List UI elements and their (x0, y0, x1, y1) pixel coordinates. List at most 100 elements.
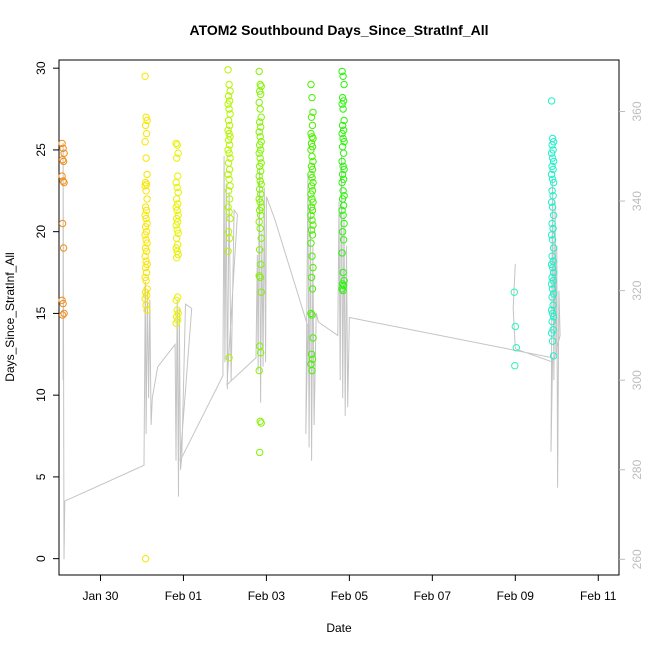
y-tick-label: 5 (34, 473, 48, 480)
data-point (142, 291, 151, 300)
data-point (225, 353, 233, 362)
data-point (309, 263, 317, 272)
data-point (257, 234, 265, 242)
data-point (308, 165, 317, 174)
data-point (309, 157, 317, 166)
data-point (256, 185, 264, 193)
data-point (141, 555, 150, 563)
data-point (59, 157, 68, 166)
x-axis-label: Date (326, 621, 352, 635)
data-point (308, 355, 317, 363)
data-point (256, 177, 264, 185)
data-point (256, 246, 264, 254)
data-point (172, 244, 180, 252)
data-point (173, 254, 181, 262)
data-point (225, 165, 234, 174)
data-point (309, 221, 317, 229)
data-point (59, 299, 67, 308)
y-tick-label: 20 (34, 225, 48, 239)
x-tick-label: Jan 30 (82, 589, 118, 603)
data-point (59, 177, 67, 185)
x-tick-label: Feb 01 (165, 589, 203, 603)
data-point (307, 129, 315, 138)
data-point (340, 116, 348, 125)
data-point (174, 149, 182, 157)
y2-tick-label: 320 (630, 280, 644, 300)
data-point (224, 92, 233, 100)
data-point (173, 141, 181, 149)
data-point (172, 296, 180, 304)
data-point (308, 252, 316, 260)
data-point (547, 170, 556, 179)
data-point (142, 268, 151, 277)
data-point (338, 206, 346, 215)
data-point (548, 154, 557, 162)
data-point (141, 231, 149, 239)
plot-frame (58, 59, 620, 576)
data-point (339, 175, 348, 184)
data-point (549, 301, 557, 309)
data-point (257, 349, 265, 357)
data-point (59, 144, 67, 153)
data-point (224, 126, 232, 135)
altitude-trace-line (62, 142, 561, 560)
data-point (141, 182, 149, 190)
data-point (340, 80, 348, 89)
data-point (308, 121, 317, 130)
data-point (257, 419, 265, 427)
data-point (255, 272, 263, 280)
data-point (224, 100, 232, 108)
data-point (257, 203, 265, 211)
data-point (142, 247, 151, 256)
data-point (142, 113, 150, 121)
data-point (226, 133, 234, 141)
data-point (142, 277, 150, 285)
data-point (307, 170, 315, 179)
data-point (339, 162, 347, 171)
data-point (225, 195, 234, 203)
data-point (257, 159, 265, 167)
y-tick-label: 10 (34, 388, 48, 402)
data-point (255, 67, 263, 76)
data-point (225, 121, 234, 130)
data-point (512, 344, 520, 352)
y-tick-label: 15 (34, 306, 48, 320)
data-point (549, 268, 558, 277)
y2-tick-label: 260 (630, 549, 644, 569)
data-point (549, 244, 558, 252)
data-point (256, 198, 264, 206)
data-point (257, 138, 265, 146)
data-point (308, 285, 317, 293)
data-point (256, 273, 264, 282)
data-point (548, 337, 557, 345)
data-point (141, 263, 150, 272)
data-point (548, 317, 556, 326)
data-point (256, 154, 264, 162)
data-point (548, 219, 556, 228)
x-tick-label: Feb 09 (497, 589, 535, 603)
data-point (142, 301, 150, 309)
y2-tick-label: 280 (630, 459, 644, 479)
data-point (308, 216, 316, 224)
data-point (255, 128, 263, 136)
data-point (338, 170, 347, 179)
data-point (142, 154, 150, 162)
data-point (549, 290, 558, 298)
data-point (173, 195, 181, 203)
data-point (511, 362, 519, 370)
data-point (257, 180, 265, 189)
data-point (225, 105, 233, 113)
data-point (257, 167, 265, 175)
data-point (549, 277, 557, 285)
altitude-trace (62, 142, 561, 560)
data-point (339, 268, 347, 277)
data-point (308, 152, 316, 161)
data-point (255, 195, 263, 203)
y-tick-label: 0 (34, 555, 48, 562)
data-point (307, 226, 316, 234)
data-point (225, 80, 233, 89)
data-point (548, 203, 557, 211)
data-point (224, 203, 232, 211)
data-point (339, 286, 347, 295)
